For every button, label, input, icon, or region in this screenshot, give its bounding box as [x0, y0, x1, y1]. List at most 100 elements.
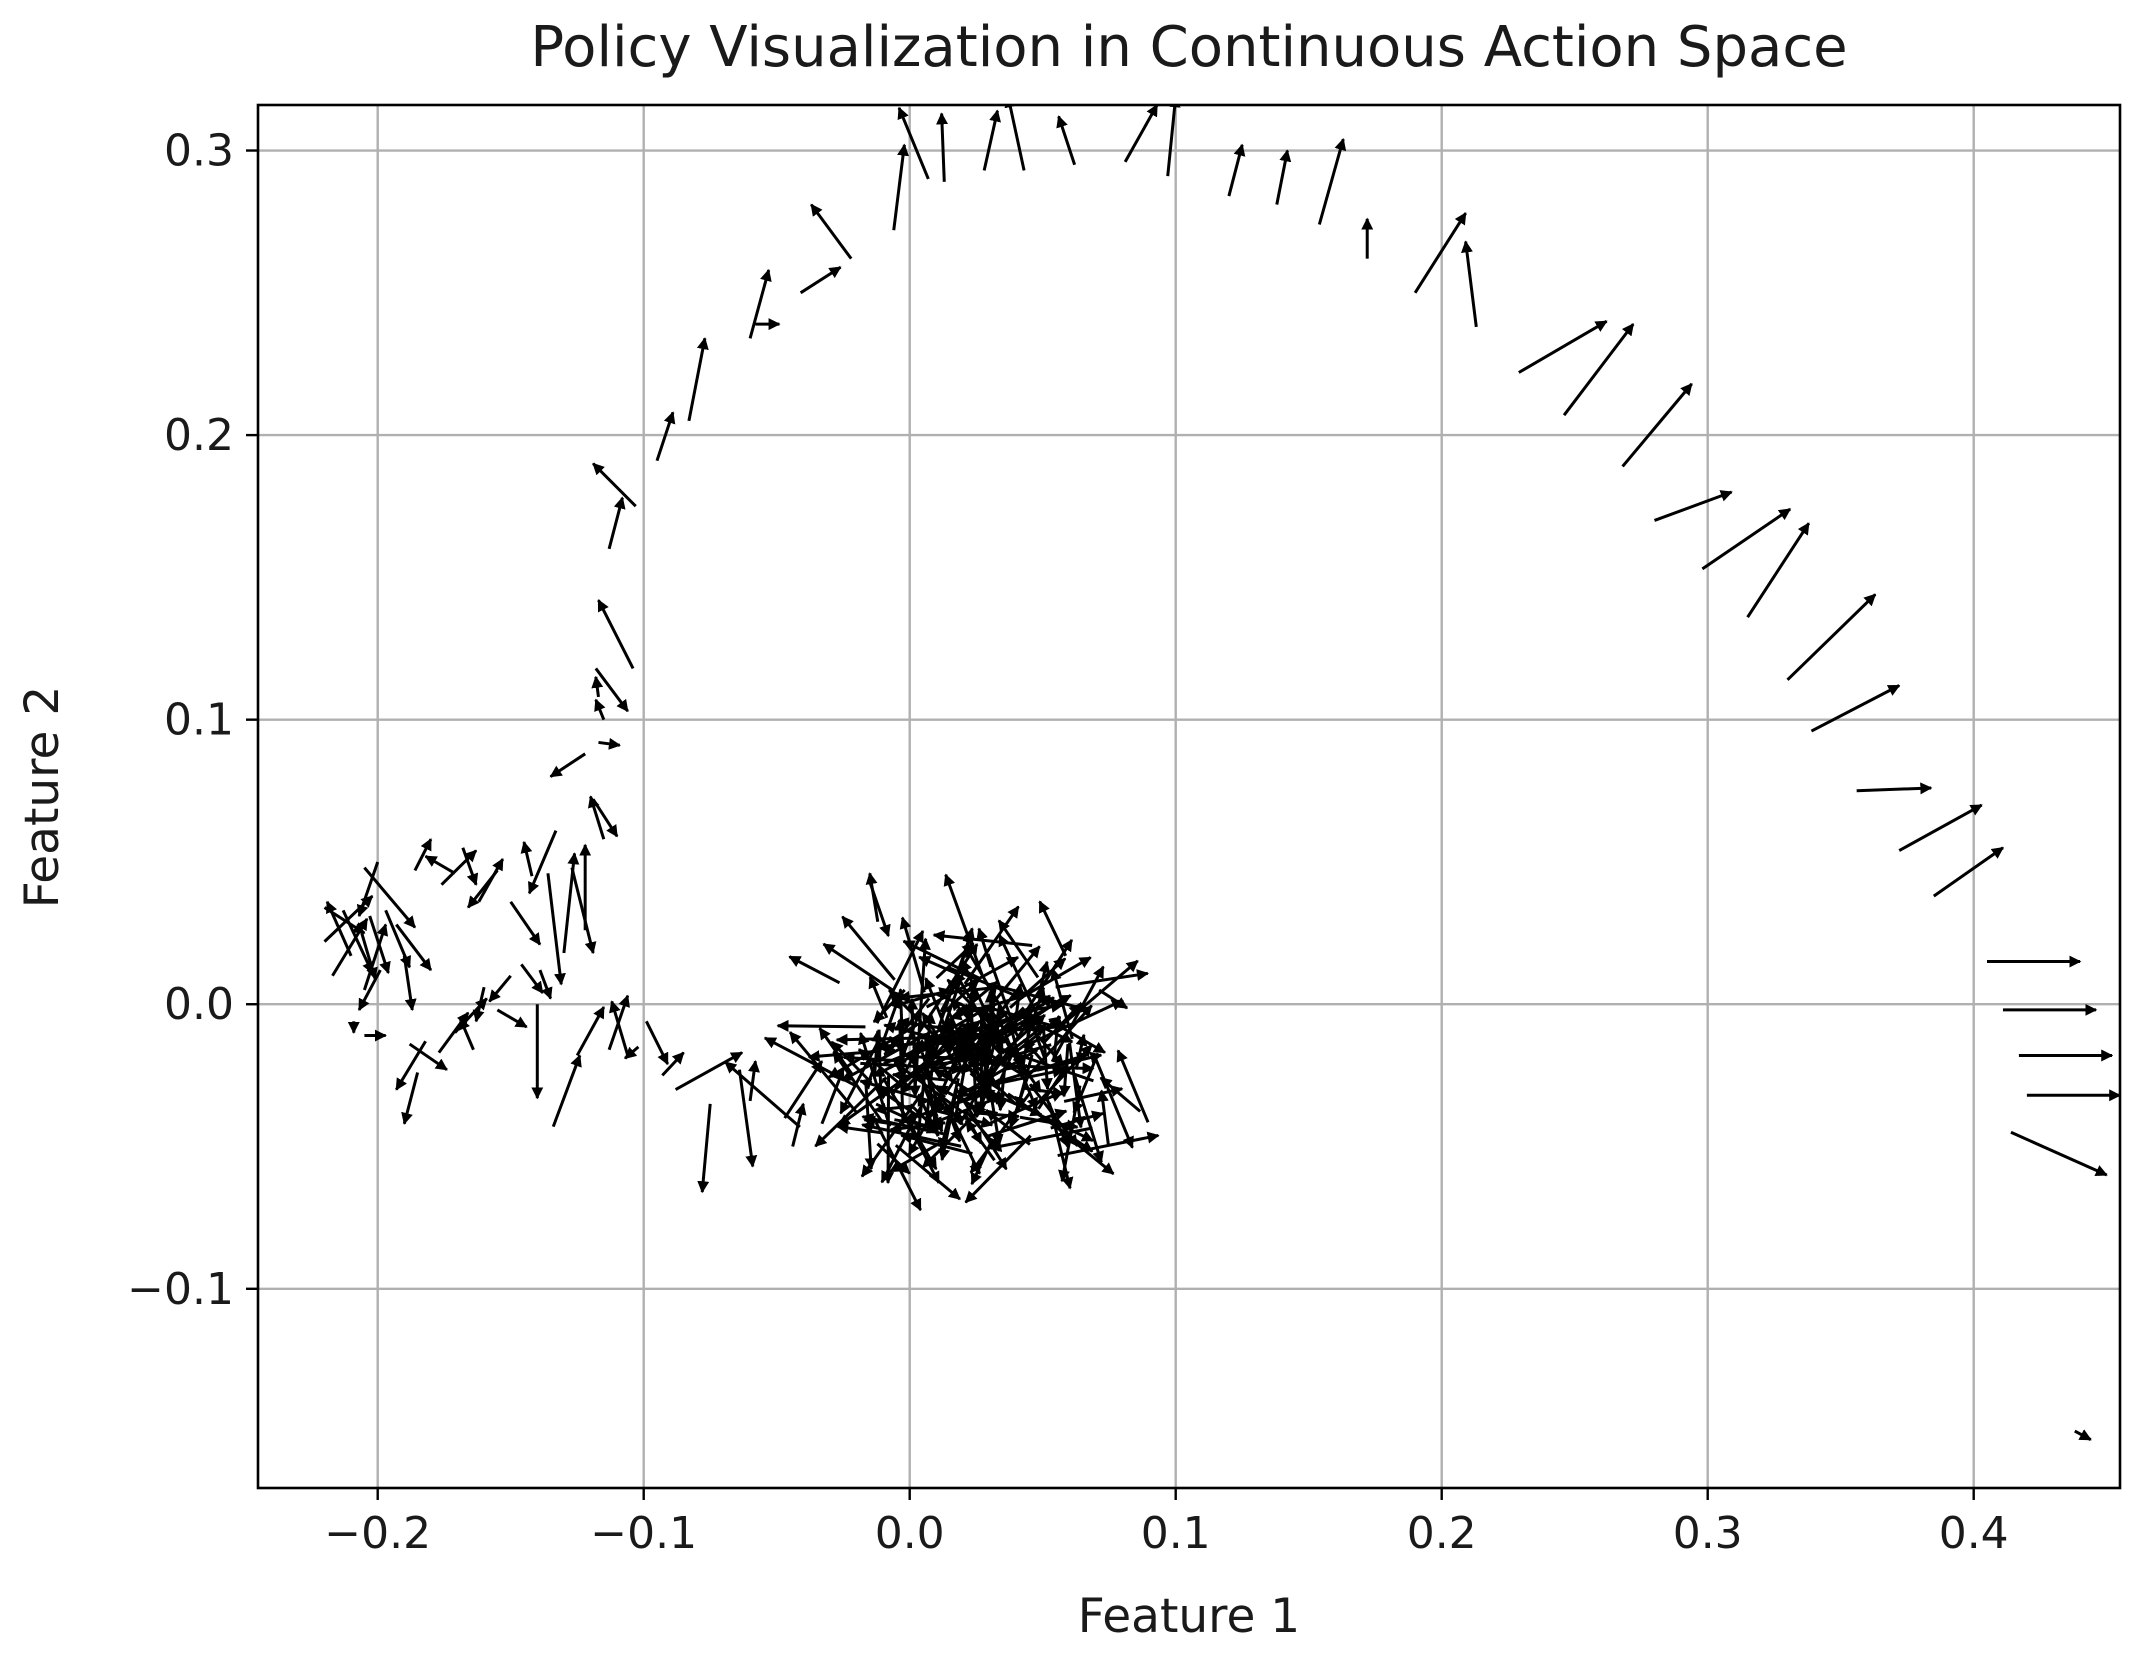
policy-arrow	[894, 1118, 940, 1132]
policy-arrow	[935, 1084, 1000, 1122]
y-tick-label: 0.0	[164, 979, 234, 1030]
policy-arrow	[964, 1134, 1032, 1204]
x-tick-label: −0.2	[324, 1508, 431, 1559]
policy-arrow	[341, 909, 374, 975]
policy-arrow	[1023, 1004, 1093, 1082]
policy-arrow	[591, 798, 619, 838]
policy-arrow	[1317, 137, 1347, 225]
policy-arrow	[1074, 1033, 1088, 1070]
policy-arrow	[1810, 684, 1901, 733]
policy-arrow	[776, 1019, 866, 1032]
policy-arrow	[899, 916, 926, 993]
policy-arrow	[509, 900, 542, 946]
y-tick-label: −0.1	[127, 1264, 234, 1315]
policy-arrow	[900, 1132, 973, 1156]
policy-arrow	[437, 1011, 470, 1054]
x-tick-label: −0.1	[590, 1508, 697, 1559]
policy-arrow	[520, 840, 534, 877]
x-tick-label: 0.4	[1939, 1508, 2009, 1559]
policy-arrow	[737, 1069, 758, 1168]
policy-arrow	[624, 1045, 640, 1060]
policy-arrow	[597, 599, 635, 670]
policy-arrow	[1275, 149, 1292, 205]
policy-arrow	[1562, 323, 1635, 417]
y-axis-label: Feature 2	[15, 686, 70, 908]
policy-arrow	[1746, 522, 1811, 619]
policy-arrow	[976, 927, 993, 968]
policy-arrow	[900, 1023, 964, 1094]
policy-arrow	[997, 919, 1040, 979]
policy-arrow	[360, 932, 378, 980]
policy-arrow	[496, 1008, 528, 1029]
policy-arrow	[362, 923, 389, 991]
policy-arrow	[395, 1040, 427, 1091]
policy-arrow	[655, 411, 676, 462]
y-tick-label: 0.3	[164, 126, 234, 177]
policy-arrow	[1099, 1076, 1142, 1113]
policy-arrow	[934, 1108, 994, 1129]
policy-arrow	[413, 838, 433, 872]
policy-arrow	[1227, 143, 1246, 197]
policy-arrow	[1036, 1051, 1103, 1072]
x-tick-label: 0.0	[875, 1508, 945, 1559]
policy-arrow	[1413, 212, 1467, 294]
policy-arrow	[1461, 240, 1478, 328]
grid-lines	[258, 105, 2120, 1488]
policy-arrow	[697, 1103, 712, 1194]
policy-arrow	[939, 979, 980, 1017]
policy-arrow	[969, 1092, 1031, 1174]
x-tick-label: 0.1	[1141, 1508, 1211, 1559]
policy-arrow	[325, 900, 353, 957]
policy-arrow	[748, 1059, 760, 1102]
policy-arrow	[991, 994, 1072, 1040]
plot-frame	[256, 103, 2122, 1490]
policy-arrow	[538, 969, 553, 1000]
policy-arrow	[1058, 959, 1139, 1029]
policy-arrow	[748, 268, 772, 339]
policy-arrow	[883, 997, 931, 1056]
policy-arrow	[2010, 1130, 2108, 1177]
policy-arrow	[874, 1121, 922, 1212]
policy-arrow	[988, 1090, 1064, 1126]
x-tick-label: 0.3	[1673, 1508, 1743, 1559]
policy-arrow	[1116, 1049, 1150, 1123]
policy-arrow	[983, 1068, 996, 1102]
policy-arrow	[982, 109, 1001, 171]
policy-arrow	[598, 737, 621, 750]
policy-arrow	[1050, 965, 1105, 1063]
policy-arrow	[402, 955, 417, 1012]
policy-arrow	[837, 1062, 927, 1127]
policy-arrow	[661, 1051, 685, 1077]
policy-arrow	[1518, 319, 1608, 374]
policy-arrow	[861, 1121, 962, 1148]
policy-arrow	[763, 1036, 857, 1087]
policy-arrow	[866, 996, 901, 1085]
policy-arrow	[1786, 593, 1877, 681]
policy-arrow	[991, 996, 1055, 1038]
x-tick-label: 0.2	[1407, 1508, 1477, 1559]
policy-arrow	[987, 1008, 1005, 1067]
policy-arrow	[937, 931, 974, 1029]
x-axis-label: Feature 1	[1078, 1589, 1300, 1644]
policy-arrow	[957, 1091, 1008, 1171]
policy-arrow	[996, 994, 1052, 1028]
policy-arrow	[822, 942, 895, 993]
policy-arrow	[841, 915, 896, 981]
policy-arrow	[1932, 846, 2004, 898]
policy-arrow	[788, 1031, 859, 1115]
policy-arrow	[570, 867, 597, 955]
policy-arrow	[894, 1144, 961, 1201]
policy-arrow	[954, 1021, 987, 1050]
policy-arrow	[957, 1047, 1018, 1071]
policy-arrow	[969, 1011, 982, 1118]
y-tick-label: 0.2	[164, 410, 234, 461]
policy-arrow	[1096, 1089, 1110, 1145]
policy-arrow	[1063, 1085, 1124, 1103]
policy-arrow	[818, 1027, 855, 1077]
policy-arrow	[839, 1037, 882, 1115]
policy-arrow	[783, 1060, 824, 1119]
policy-arrow	[477, 858, 505, 903]
policy-arrow	[357, 969, 382, 1011]
policy-arrow	[687, 337, 709, 422]
